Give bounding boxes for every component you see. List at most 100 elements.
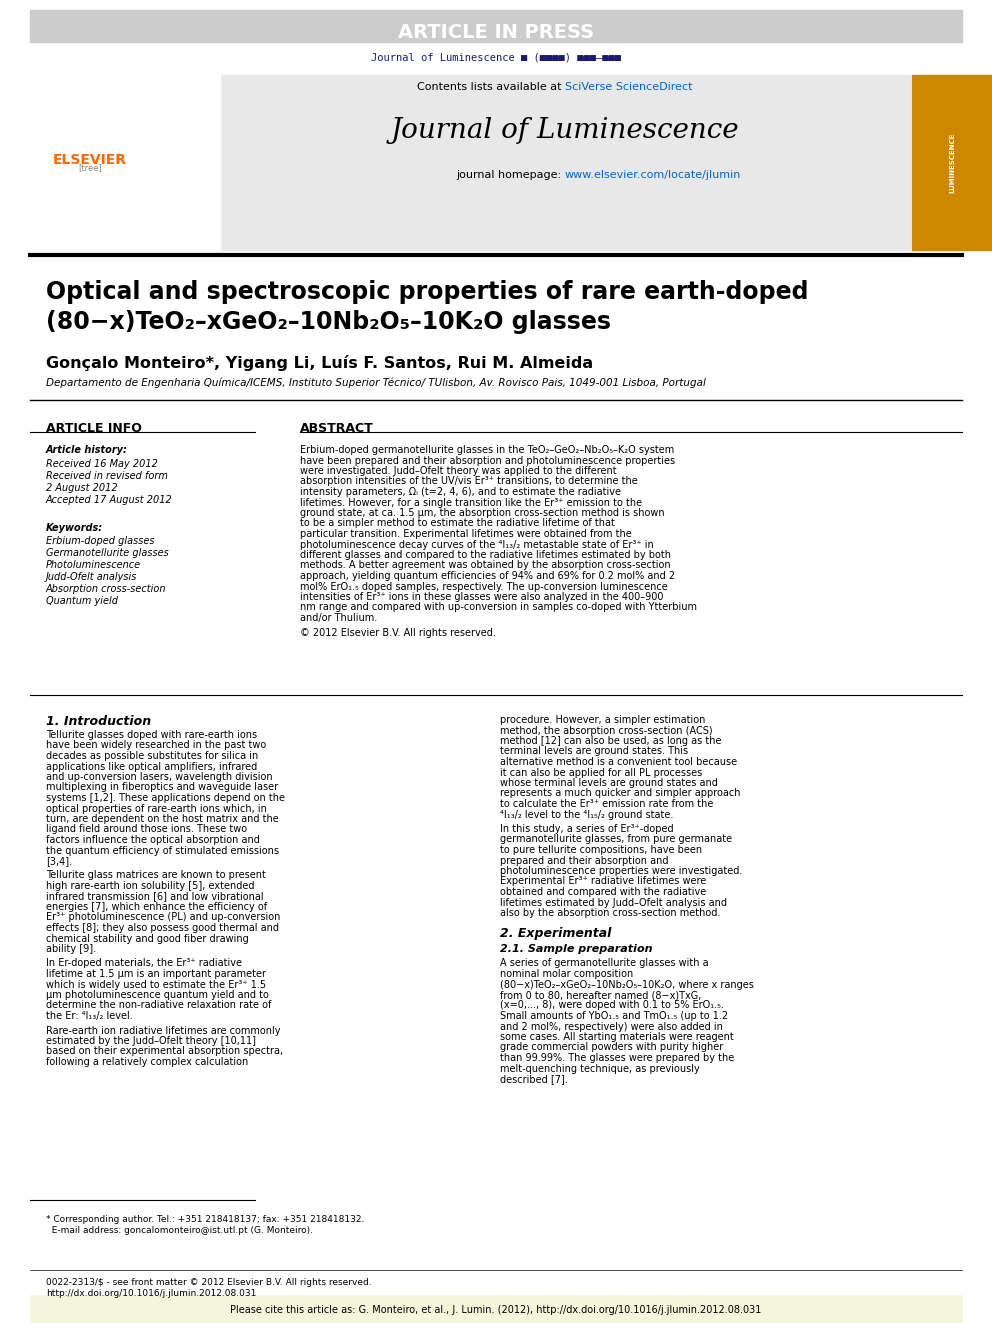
Text: 2 August 2012: 2 August 2012 — [46, 483, 118, 493]
Text: determine the non-radiative relaxation rate of: determine the non-radiative relaxation r… — [46, 1000, 272, 1011]
Text: Tellurite glasses doped with rare-earth ions: Tellurite glasses doped with rare-earth … — [46, 730, 257, 740]
Text: Please cite this article as: G. Monteiro, et al., J. Lumin. (2012), http://dx.do: Please cite this article as: G. Monteiro… — [230, 1304, 762, 1315]
Text: lifetime at 1.5 μm is an important parameter: lifetime at 1.5 μm is an important param… — [46, 968, 266, 979]
Text: described [7].: described [7]. — [500, 1074, 567, 1084]
Text: Judd-Ofelt analysis: Judd-Ofelt analysis — [46, 572, 137, 582]
Text: Rare-earth ion radiative lifetimes are commonly: Rare-earth ion radiative lifetimes are c… — [46, 1025, 281, 1036]
Text: journal homepage:: journal homepage: — [456, 169, 565, 180]
Text: factors influence the optical absorption and: factors influence the optical absorption… — [46, 835, 260, 845]
Bar — [35, 115, 145, 216]
Text: nominal molar composition: nominal molar composition — [500, 968, 633, 979]
Text: following a relatively complex calculation: following a relatively complex calculati… — [46, 1057, 248, 1068]
Text: absorption intensities of the UV/vis Er³⁺ transitions, to determine the: absorption intensities of the UV/vis Er³… — [300, 476, 638, 487]
Text: and up-conversion lasers, wavelength division: and up-conversion lasers, wavelength div… — [46, 773, 273, 782]
Text: to be a simpler method to estimate the radiative lifetime of that: to be a simpler method to estimate the r… — [300, 519, 615, 528]
Text: Journal of Luminescence ■ (■■■■) ■■■–■■■: Journal of Luminescence ■ (■■■■) ■■■–■■■ — [371, 53, 621, 64]
Text: ABSTRACT: ABSTRACT — [300, 422, 374, 435]
Text: effects [8]; they also possess good thermal and: effects [8]; they also possess good ther… — [46, 923, 279, 933]
Text: different glasses and compared to the radiative lifetimes estimated by both: different glasses and compared to the ra… — [300, 550, 671, 560]
Text: the Er: ⁴I₁₃/₂ level.: the Er: ⁴I₁₃/₂ level. — [46, 1011, 133, 1021]
Text: Erbium-doped germanotellurite glasses in the TeO₂–GeO₂–Nb₂O₅–K₂O system: Erbium-doped germanotellurite glasses in… — [300, 445, 675, 455]
Text: ground state, at ca. 1.5 μm, the absorption cross-section method is shown: ground state, at ca. 1.5 μm, the absorpt… — [300, 508, 665, 519]
Text: also by the absorption cross-section method.: also by the absorption cross-section met… — [500, 908, 720, 918]
Text: [tree]: [tree] — [78, 164, 102, 172]
Text: alternative method is a convenient tool because: alternative method is a convenient tool … — [500, 757, 737, 767]
Text: and/or Thulium.: and/or Thulium. — [300, 613, 377, 623]
Text: (x=0,..., 8), were doped with 0.1 to 5% ErO₁.₅.: (x=0,..., 8), were doped with 0.1 to 5% … — [500, 1000, 724, 1011]
Bar — [220, 75, 910, 250]
Bar — [912, 75, 992, 250]
Bar — [30, 11, 962, 42]
Text: lifetimes estimated by Judd–Ofelt analysis and: lifetimes estimated by Judd–Ofelt analys… — [500, 897, 727, 908]
Text: based on their experimental absorption spectra,: based on their experimental absorption s… — [46, 1046, 283, 1057]
Text: 1. Introduction: 1. Introduction — [46, 714, 151, 728]
Text: photoluminescence decay curves of the ⁴I₁₃/₂ metastable state of Er³⁺ in: photoluminescence decay curves of the ⁴I… — [300, 540, 654, 549]
Text: SciVerse ScienceDirect: SciVerse ScienceDirect — [565, 82, 692, 93]
Text: Optical and spectroscopic properties of rare earth-doped: Optical and spectroscopic properties of … — [46, 280, 808, 304]
Text: to pure tellurite compositions, have been: to pure tellurite compositions, have bee… — [500, 845, 702, 855]
Text: have been prepared and their absorption and photoluminescence properties: have been prepared and their absorption … — [300, 455, 676, 466]
Text: grade commercial powders with purity higher: grade commercial powders with purity hig… — [500, 1043, 723, 1053]
Text: 2. Experimental: 2. Experimental — [500, 927, 611, 941]
Text: infrared transmission [6] and low vibrational: infrared transmission [6] and low vibrat… — [46, 892, 264, 901]
Text: prepared and their absorption and: prepared and their absorption and — [500, 856, 669, 865]
Text: intensity parameters, Ωₗ (t=2, 4, 6), and to estimate the radiative: intensity parameters, Ωₗ (t=2, 4, 6), an… — [300, 487, 621, 497]
Text: method [12] can also be used, as long as the: method [12] can also be used, as long as… — [500, 736, 721, 746]
Text: nm range and compared with up-conversion in samples co-doped with Ytterbium: nm range and compared with up-conversion… — [300, 602, 697, 613]
Text: represents a much quicker and simpler approach: represents a much quicker and simpler ap… — [500, 789, 740, 799]
Text: http://dx.doi.org/10.1016/j.jlumin.2012.08.031: http://dx.doi.org/10.1016/j.jlumin.2012.… — [46, 1289, 256, 1298]
Text: than 99.99%. The glasses were prepared by the: than 99.99%. The glasses were prepared b… — [500, 1053, 734, 1062]
Text: mol% ErO₁.₅ doped samples, respectively. The up-conversion luminescence: mol% ErO₁.₅ doped samples, respectively.… — [300, 582, 668, 591]
Text: Tellurite glass matrices are known to present: Tellurite glass matrices are known to pr… — [46, 871, 266, 881]
Text: Erbium-doped glasses: Erbium-doped glasses — [46, 536, 155, 546]
Text: applications like optical amplifiers, infrared: applications like optical amplifiers, in… — [46, 762, 257, 771]
Text: 2.1. Sample preparation: 2.1. Sample preparation — [500, 945, 653, 954]
Text: Article history:: Article history: — [46, 445, 128, 455]
Text: In this study, a series of Er³⁺-doped: In this study, a series of Er³⁺-doped — [500, 824, 674, 833]
Text: multiplexing in fiberoptics and waveguide laser: multiplexing in fiberoptics and waveguid… — [46, 782, 278, 792]
Text: have been widely researched in the past two: have been widely researched in the past … — [46, 741, 266, 750]
Text: it can also be applied for all PL processes: it can also be applied for all PL proces… — [500, 767, 702, 778]
Text: * Corresponding author. Tel.: +351 218418137; fax: +351 218418132.: * Corresponding author. Tel.: +351 21841… — [46, 1215, 364, 1224]
Text: [3,4].: [3,4]. — [46, 856, 72, 867]
Text: methods. A better agreement was obtained by the absorption cross-section: methods. A better agreement was obtained… — [300, 561, 671, 570]
Text: turn, are dependent on the host matrix and the: turn, are dependent on the host matrix a… — [46, 814, 279, 824]
Text: Experimental Er³⁺ radiative lifetimes were: Experimental Er³⁺ radiative lifetimes we… — [500, 877, 706, 886]
Bar — [30, 1295, 962, 1323]
Text: whose terminal levels are ground states and: whose terminal levels are ground states … — [500, 778, 718, 789]
Text: © 2012 Elsevier B.V. All rights reserved.: © 2012 Elsevier B.V. All rights reserved… — [300, 628, 496, 639]
Text: ⁴I₁₃/₂ level to the ⁴I₁₅/₂ ground state.: ⁴I₁₃/₂ level to the ⁴I₁₅/₂ ground state. — [500, 810, 674, 819]
Text: some cases. All starting materials were reagent: some cases. All starting materials were … — [500, 1032, 734, 1043]
Text: Received in revised form: Received in revised form — [46, 471, 168, 482]
Text: chemical stability and good fiber drawing: chemical stability and good fiber drawin… — [46, 934, 249, 943]
Text: μm photoluminescence quantum yield and to: μm photoluminescence quantum yield and t… — [46, 990, 269, 1000]
Text: LUMINESCENCE: LUMINESCENCE — [949, 132, 955, 193]
Bar — [30, 75, 220, 250]
Text: procedure. However, a simpler estimation: procedure. However, a simpler estimation — [500, 714, 705, 725]
Text: Germanotellurite glasses: Germanotellurite glasses — [46, 548, 169, 558]
Text: A series of germanotellurite glasses with a: A series of germanotellurite glasses wit… — [500, 958, 708, 968]
Text: Quantum yield: Quantum yield — [46, 595, 118, 606]
Text: 0022-2313/$ - see front matter © 2012 Elsevier B.V. All rights reserved.: 0022-2313/$ - see front matter © 2012 El… — [46, 1278, 372, 1287]
Text: www.elsevier.com/locate/jlumin: www.elsevier.com/locate/jlumin — [565, 169, 741, 180]
Text: ARTICLE INFO: ARTICLE INFO — [46, 422, 142, 435]
Text: Contents lists available at: Contents lists available at — [417, 82, 565, 93]
Text: Journal of Luminescence: Journal of Luminescence — [391, 116, 739, 143]
Text: ligand field around those ions. These two: ligand field around those ions. These tw… — [46, 824, 247, 835]
Text: and 2 mol%, respectively) were also added in: and 2 mol%, respectively) were also adde… — [500, 1021, 723, 1032]
Text: terminal levels are ground states. This: terminal levels are ground states. This — [500, 746, 688, 757]
Text: decades as possible substitutes for silica in: decades as possible substitutes for sili… — [46, 751, 258, 761]
Text: systems [1,2]. These applications depend on the: systems [1,2]. These applications depend… — [46, 792, 285, 803]
Text: germanotellurite glasses, from pure germanate: germanotellurite glasses, from pure germ… — [500, 835, 732, 844]
Text: the quantum efficiency of stimulated emissions: the quantum efficiency of stimulated emi… — [46, 845, 279, 856]
Text: to calculate the Er³⁺ emission rate from the: to calculate the Er³⁺ emission rate from… — [500, 799, 713, 808]
Text: Accepted 17 August 2012: Accepted 17 August 2012 — [46, 495, 173, 505]
Text: Received 16 May 2012: Received 16 May 2012 — [46, 459, 158, 468]
Text: In Er-doped materials, the Er³⁺ radiative: In Er-doped materials, the Er³⁺ radiativ… — [46, 958, 242, 968]
Text: ability [9].: ability [9]. — [46, 945, 96, 954]
Text: Gonçalo Monteiro*, Yigang Li, Luís F. Santos, Rui M. Almeida: Gonçalo Monteiro*, Yigang Li, Luís F. Sa… — [46, 355, 593, 370]
Text: method, the absorption cross-section (ACS): method, the absorption cross-section (AC… — [500, 725, 712, 736]
Text: optical properties of rare-earth ions which, in: optical properties of rare-earth ions wh… — [46, 803, 267, 814]
Text: (80−x)TeO₂–xGeO₂–10Nb₂O₅–10K₂O glasses: (80−x)TeO₂–xGeO₂–10Nb₂O₅–10K₂O glasses — [46, 310, 611, 333]
Text: from 0 to 80, hereafter named (8−x)TxG,: from 0 to 80, hereafter named (8−x)TxG, — [500, 990, 701, 1000]
